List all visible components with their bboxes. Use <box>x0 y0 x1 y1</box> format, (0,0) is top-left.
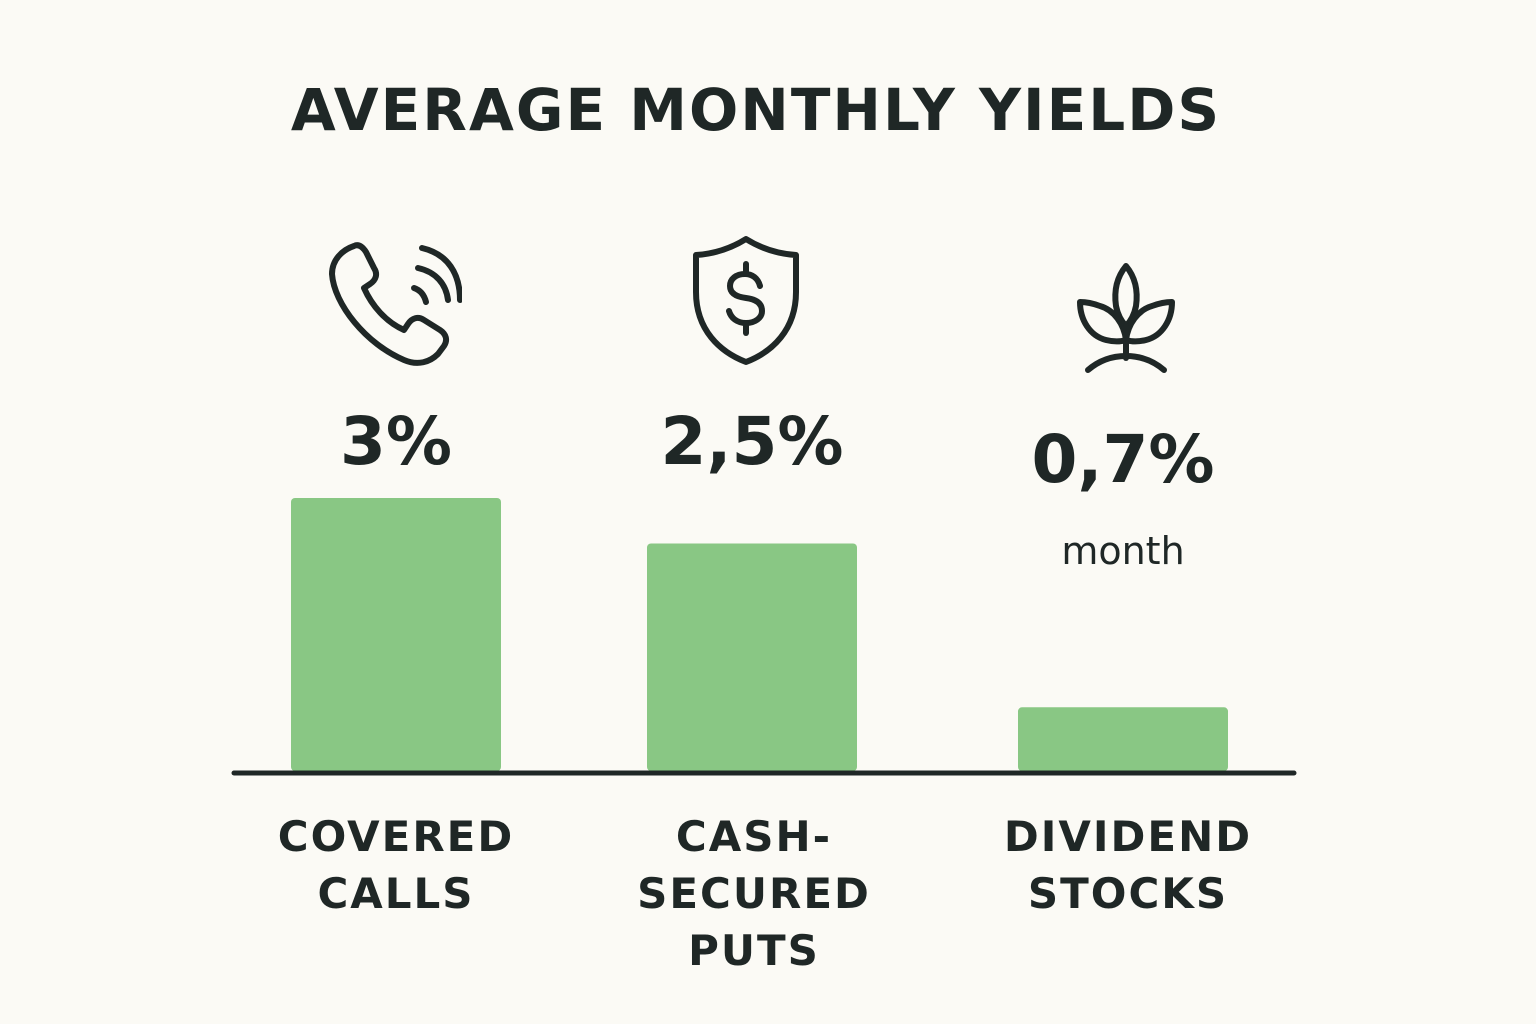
value-label-dividend-stocks: 0,7% <box>1031 421 1214 498</box>
category-label-covered-calls: COVERED CALLS <box>277 812 515 918</box>
value-label-cash-secured-puts: 2,5% <box>660 403 843 480</box>
bar-covered-calls <box>291 498 501 771</box>
category-label-dividend-stocks: DIVIDEND STOCKS <box>1003 812 1253 918</box>
sprout-icon <box>1077 263 1175 373</box>
value-label-covered-calls: 3% <box>340 403 452 480</box>
bar-cash-secured-puts <box>647 543 857 771</box>
shield-dollar-icon <box>693 236 799 365</box>
category-label-cash-secured-puts: CASH- SECURED PUTS <box>637 812 871 975</box>
phone-call-icon <box>329 242 462 366</box>
bar-dividend-stocks <box>1018 707 1228 771</box>
annotation-month: month <box>1061 529 1184 573</box>
chart-title: AVERAGE MONTHLY YIELDS <box>290 76 1222 144</box>
